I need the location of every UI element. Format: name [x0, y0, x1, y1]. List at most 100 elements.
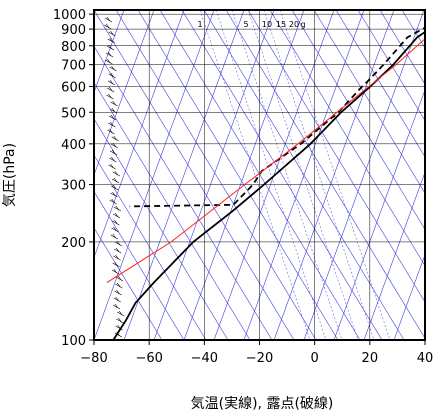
x-tick-label: 0	[311, 351, 319, 366]
wind-barb-flag	[108, 93, 112, 99]
wind-barb-flag	[105, 23, 110, 29]
wind-barb	[113, 297, 121, 303]
y-axis-label: 気圧(hPa)	[2, 143, 18, 207]
wind-barb-flag	[116, 289, 120, 295]
y-tick-label: 400	[61, 138, 86, 153]
y-tick-label: 500	[61, 106, 86, 121]
x-tick-label: 40	[417, 351, 434, 366]
wind-barb-flag	[117, 275, 122, 281]
wind-barb	[113, 206, 122, 212]
x-axis-ticks: −80 −60 −40 −20 0 20 40	[80, 340, 433, 366]
adiabat-line	[247, 10, 425, 303]
wind-barb	[110, 234, 118, 240]
mixing-ratio-line	[199, 10, 311, 340]
wind-barb-flag	[114, 261, 118, 267]
wind-barb-flag	[111, 156, 115, 162]
adiabat-line	[94, 10, 295, 340]
wind-barb	[109, 199, 117, 205]
wind-barb	[110, 150, 118, 156]
isotherm-line	[94, 10, 185, 259]
x-tick-label: −60	[135, 351, 162, 366]
wind-barb	[109, 66, 117, 72]
isotherm-line	[94, 10, 155, 176]
wind-barb-flag	[118, 317, 122, 323]
wind-barb-flag	[114, 170, 119, 176]
x-tick-label: −40	[191, 351, 218, 366]
wind-barb	[111, 227, 119, 233]
wind-barb-flag	[111, 107, 116, 113]
wind-barb-flag	[106, 16, 111, 22]
wind-barb	[114, 241, 123, 247]
mixing-ratio-line	[215, 10, 327, 340]
wind-barb	[109, 108, 117, 114]
x-tick-label: −20	[246, 351, 273, 366]
isotherm-line	[123, 10, 245, 340]
wind-barb	[108, 122, 116, 128]
adiabat-line	[291, 10, 425, 231]
adiabat-line	[94, 45, 273, 340]
isotherm-line	[94, 10, 215, 340]
wind-barb-flag	[108, 44, 113, 50]
wind-barb-flag	[107, 58, 111, 64]
wind-barb	[108, 73, 116, 79]
adiabat-line	[203, 10, 405, 340]
mixing-ratio-line	[279, 10, 391, 340]
y-tick-label: 600	[61, 80, 86, 95]
wind-barb-flag	[112, 233, 117, 239]
grid	[94, 10, 425, 340]
wind-barb	[107, 80, 116, 86]
y-tick-label: 200	[61, 236, 86, 251]
adiabat-line	[94, 227, 163, 340]
wind-barb	[111, 136, 119, 142]
wind-barb-flag	[114, 303, 119, 309]
y-tick-label: 1000	[53, 8, 86, 23]
wind-barb	[108, 31, 116, 37]
wind-barb	[104, 17, 113, 23]
adiabat-line	[94, 118, 229, 340]
wind-barb-flag	[115, 296, 119, 302]
y-tick-label: 800	[61, 40, 86, 55]
wind-barb	[112, 171, 120, 177]
adiabat-line	[379, 10, 425, 85]
wind-barb	[114, 248, 122, 254]
mixing-ratio-line	[231, 10, 343, 340]
adiabat-line	[94, 82, 251, 340]
wind-barb-flag	[109, 128, 113, 134]
mixing-ratio-label: 15	[276, 20, 286, 29]
wind-barb	[111, 269, 120, 275]
x-tick-label: 20	[362, 351, 379, 366]
wind-barb	[107, 38, 115, 44]
dewpoint-line	[129, 26, 425, 208]
y-tick-label: 700	[61, 59, 86, 74]
wind-barb	[104, 24, 112, 30]
wind-barb	[112, 304, 121, 310]
wind-barb-flag	[109, 79, 114, 85]
wind-barb	[113, 255, 121, 261]
mixing-ratio-line	[247, 10, 359, 340]
wind-barb-flag	[118, 310, 123, 316]
wind-barb	[111, 178, 120, 184]
wind-barb	[112, 220, 120, 226]
wind-barb	[111, 185, 119, 191]
wind-barb-flag	[110, 30, 114, 36]
wind-barb-flag	[112, 142, 117, 148]
wind-barb-flag	[111, 198, 115, 204]
wind-barb	[116, 318, 124, 324]
wind-barb-flag	[110, 114, 115, 120]
isotherm-line	[183, 10, 305, 340]
wind-barb	[108, 164, 116, 170]
wind-barb	[114, 290, 122, 296]
wind-barb-flag	[109, 37, 113, 43]
wind-barb	[110, 143, 119, 149]
isotherm-line	[94, 10, 125, 94]
wind-barb-flag	[113, 184, 117, 190]
adiabat-line	[313, 10, 425, 194]
mixing-ratio-label: 20	[289, 20, 299, 29]
wind-barb-flag	[113, 226, 117, 232]
adiabat-line	[335, 10, 425, 158]
isotherm-line	[273, 10, 395, 340]
wind-barb-flag	[113, 268, 118, 274]
wind-barb-flag	[114, 212, 119, 218]
isotherm-line	[333, 88, 425, 340]
